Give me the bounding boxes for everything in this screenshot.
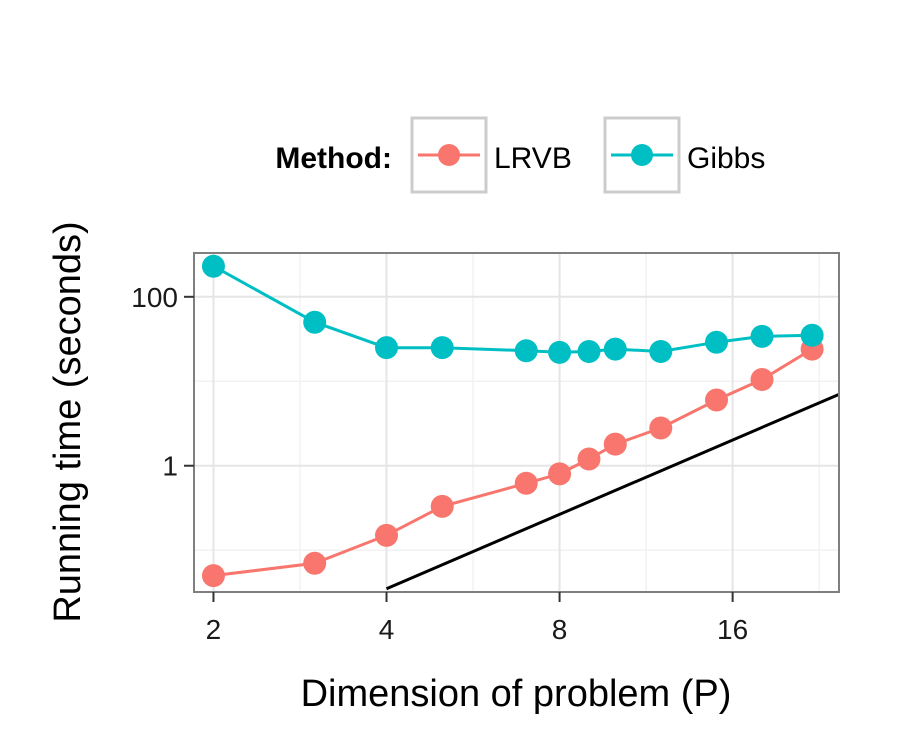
axis-ticks: 2 4 8 16 1 100: [131, 282, 748, 645]
data-point-lrvb: [577, 447, 601, 471]
data-point-gibbs: [375, 336, 399, 360]
y-tick-label: 100: [131, 282, 178, 313]
plot-panel-border: [193, 252, 840, 593]
data-point-gibbs: [800, 323, 824, 347]
x-tick-label: 4: [379, 614, 395, 645]
legend: Method: LRVB Gibbs: [275, 116, 765, 194]
data-point-gibbs: [514, 339, 538, 363]
data-point-gibbs: [750, 324, 774, 348]
x-tick-label: 8: [552, 614, 568, 645]
y-axis-title: Running time (seconds): [47, 221, 89, 622]
x-axis-title: Dimension of problem (P): [301, 673, 732, 715]
data-point-lrvb: [430, 494, 454, 518]
data-point-gibbs: [201, 254, 225, 278]
reference-line-group: [385, 392, 840, 591]
legend-label-lrvb: LRVB: [494, 142, 572, 175]
data-point-lrvb: [303, 551, 327, 575]
grid-lines: [194, 253, 839, 592]
legend-key-gibbs-marker: [631, 144, 653, 166]
data-point-lrvb: [548, 462, 572, 486]
legend-title: Method:: [275, 142, 392, 175]
x-tick-label: 2: [206, 614, 222, 645]
data-point-gibbs: [649, 340, 673, 364]
data-point-gibbs: [303, 310, 327, 334]
data-point-lrvb: [649, 416, 673, 440]
data-point-gibbs: [577, 340, 601, 364]
legend-key-lrvb-marker: [438, 144, 460, 166]
data-point-lrvb: [603, 432, 627, 456]
x-tick-label: 16: [717, 614, 748, 645]
reference-line: [385, 392, 840, 591]
data-point-lrvb: [750, 367, 774, 391]
legend-label-gibbs: Gibbs: [687, 142, 765, 175]
data-point-gibbs: [548, 340, 572, 364]
y-tick-label: 1: [162, 451, 178, 482]
data-point-gibbs: [603, 337, 627, 361]
data-point-lrvb: [705, 388, 729, 412]
data-point-gibbs: [705, 330, 729, 354]
data-point-lrvb: [375, 523, 399, 547]
data-point-gibbs: [430, 336, 454, 360]
data-point-lrvb: [514, 471, 538, 495]
data-point-lrvb: [201, 564, 225, 588]
series-group: [201, 254, 824, 588]
plot-panel: [194, 253, 839, 592]
